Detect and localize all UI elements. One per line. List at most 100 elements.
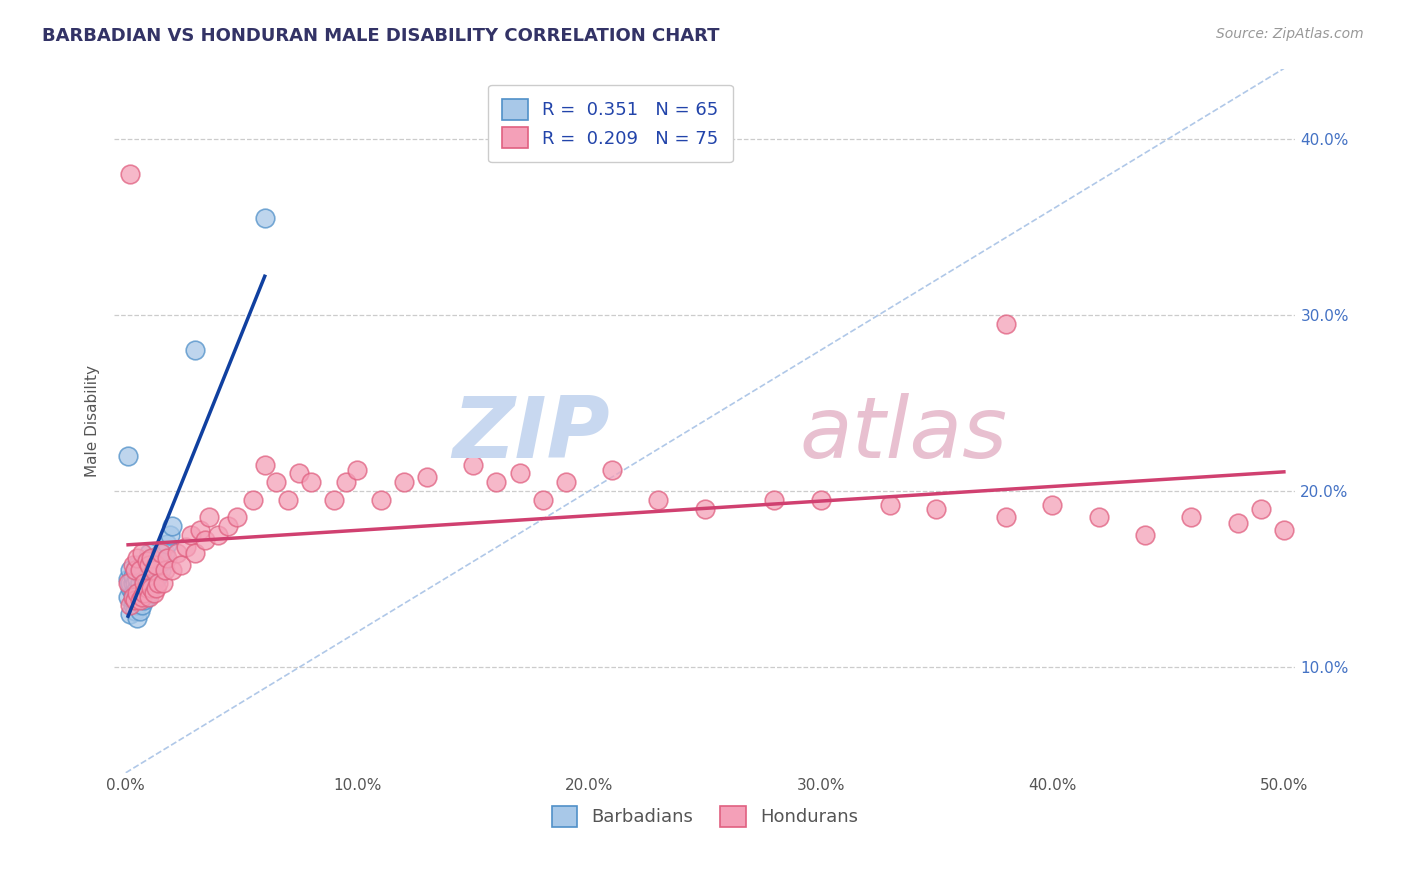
Legend: Barbadians, Hondurans: Barbadians, Hondurans (544, 799, 865, 834)
Point (120, 599, 142, 613)
Point (124, 584, 146, 599)
Point (1133, 528, 1156, 542)
Point (131, 581, 153, 595)
Text: BARBADIAN VS HONDURAN MALE DISABILITY CORRELATION CHART: BARBADIAN VS HONDURAN MALE DISABILITY CO… (42, 27, 720, 45)
Point (131, 558, 153, 572)
Point (1040, 498, 1063, 512)
Point (131, 546, 153, 560)
Point (174, 541, 197, 555)
Point (1087, 510, 1109, 524)
Point (159, 528, 181, 542)
Point (217, 519, 239, 533)
Point (1226, 516, 1249, 530)
Point (810, 492, 832, 507)
Point (346, 463, 368, 477)
Point (138, 586, 160, 600)
Point (184, 546, 207, 560)
Point (121, 568, 143, 582)
Point (299, 475, 322, 490)
Point (531, 492, 554, 507)
Point (153, 546, 176, 560)
Point (1250, 501, 1272, 516)
Point (148, 568, 170, 582)
Point (134, 593, 156, 607)
Point (131, 568, 153, 582)
Point (335, 475, 357, 490)
Point (121, 599, 143, 613)
Point (188, 523, 211, 537)
Point (121, 590, 143, 604)
Point (145, 558, 167, 572)
Point (128, 563, 150, 577)
Point (149, 563, 172, 577)
Point (141, 551, 163, 566)
Point (121, 586, 143, 600)
Point (128, 575, 150, 590)
Point (253, 458, 276, 472)
Point (925, 501, 948, 516)
Point (127, 581, 149, 595)
Point (135, 572, 157, 586)
Point (141, 581, 163, 595)
Point (416, 470, 439, 484)
Point (131, 599, 153, 613)
Point (142, 563, 165, 577)
Point (145, 572, 167, 586)
Point (135, 590, 157, 604)
Point (1180, 510, 1202, 524)
Point (145, 581, 167, 595)
Point (127, 558, 149, 572)
Point (142, 563, 165, 577)
Point (124, 563, 146, 577)
Point (153, 563, 176, 577)
Point (117, 575, 139, 590)
Point (253, 211, 276, 226)
Point (138, 568, 160, 582)
Point (141, 558, 163, 572)
Point (142, 551, 165, 566)
Point (142, 586, 165, 600)
Point (693, 501, 716, 516)
Point (127, 586, 149, 600)
Point (138, 558, 160, 572)
Point (879, 498, 901, 512)
Point (117, 590, 139, 604)
Point (485, 475, 508, 490)
Point (600, 463, 623, 477)
Point (149, 546, 172, 560)
Point (135, 581, 157, 595)
Point (128, 593, 150, 607)
Point (288, 467, 311, 481)
Point (156, 551, 179, 566)
Point (152, 575, 174, 590)
Point (994, 317, 1017, 331)
Point (121, 575, 143, 590)
Point (141, 581, 163, 595)
Point (392, 475, 415, 490)
Point (124, 604, 146, 618)
Point (121, 593, 143, 607)
Point (463, 458, 485, 472)
Point (207, 528, 229, 542)
Point (323, 492, 346, 507)
Point (124, 593, 146, 607)
Point (170, 558, 193, 572)
Point (127, 551, 149, 566)
Point (134, 563, 156, 577)
Point (141, 572, 163, 586)
Point (131, 590, 153, 604)
Point (128, 586, 150, 600)
Point (148, 575, 170, 590)
Point (124, 575, 146, 590)
Text: Source: ZipAtlas.com: Source: ZipAtlas.com (1216, 27, 1364, 41)
Point (120, 563, 142, 577)
Point (131, 590, 153, 604)
Point (138, 558, 160, 572)
Point (184, 343, 207, 358)
Point (124, 563, 146, 577)
Point (120, 581, 142, 595)
Point (117, 449, 139, 463)
Point (135, 554, 157, 568)
Point (128, 604, 150, 618)
Point (149, 546, 172, 560)
